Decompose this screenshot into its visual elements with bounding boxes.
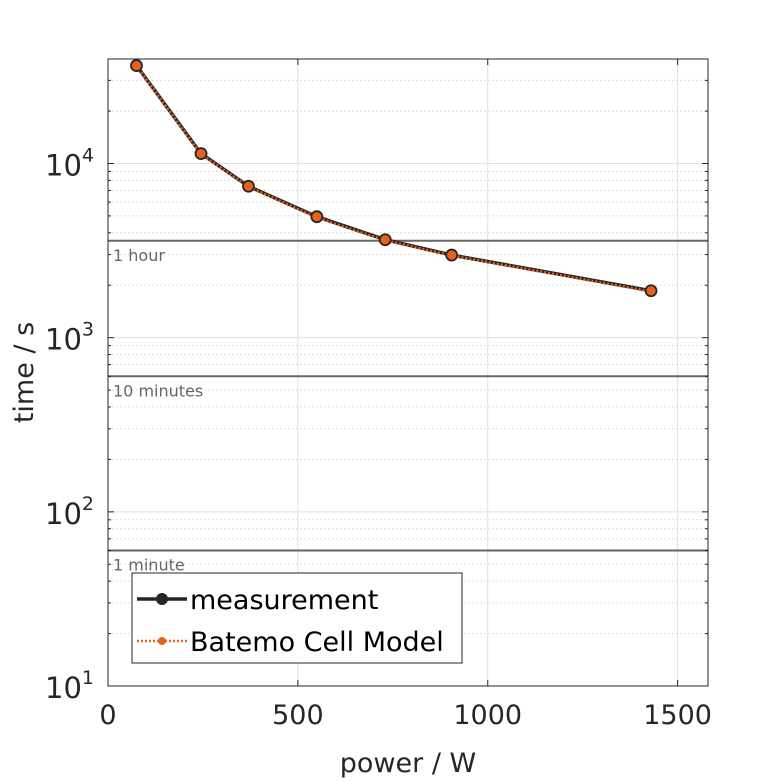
model-point: [314, 214, 320, 220]
axis-ticks: 0 500 1000 1500 101 102 103 104: [45, 59, 712, 731]
y-tick-label: 102: [45, 493, 94, 531]
x-tick-label: 1000: [453, 700, 522, 731]
legend-label: measurement: [190, 585, 378, 616]
reference-lines: 1 hour 10 minutes 1 minute: [108, 239, 708, 574]
model-point: [133, 63, 139, 69]
y-tick-label: 104: [45, 145, 94, 183]
model-point: [198, 151, 204, 157]
x-tick-label: 0: [99, 700, 116, 731]
measurement-series-line: [135, 64, 652, 293]
model-point: [382, 237, 388, 243]
y-tick-label: 101: [45, 667, 94, 705]
legend-label: Batemo Cell Model: [190, 627, 444, 658]
y-tick-label: 103: [45, 319, 94, 357]
series-lines: [130, 59, 658, 298]
reference-line-label: 1 minute: [113, 555, 185, 574]
model-point: [648, 289, 654, 295]
legend-box: [131, 572, 463, 664]
y-axis-label: time / s: [9, 322, 40, 423]
legend-marker: [158, 637, 166, 645]
model-series-line: [135, 65, 652, 293]
plot-frame: [107, 58, 709, 687]
model-point: [449, 253, 455, 259]
x-tick-label: 1500: [643, 700, 712, 731]
legend: measurement Batemo Cell Model: [131, 572, 463, 664]
legend-marker: [156, 593, 168, 605]
x-axis-label: power / W: [340, 748, 476, 779]
x-tick-label: 500: [272, 700, 324, 731]
reference-line-label: 10 minutes: [113, 381, 203, 400]
model-point: [246, 184, 252, 190]
reference-line-label: 1 hour: [113, 246, 165, 265]
